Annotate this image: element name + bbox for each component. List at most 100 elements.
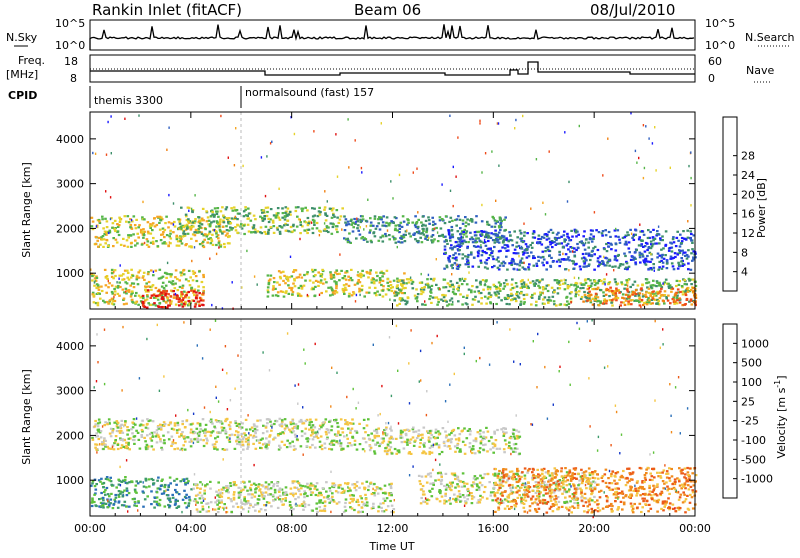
echo-cell	[263, 498, 266, 500]
echo-cell	[308, 504, 311, 506]
nsky-panel: N.Sky 10^5 10^0 10^5 10^0 N.Search	[6, 17, 795, 52]
echo-cell	[330, 222, 333, 224]
echo-cell	[323, 496, 326, 498]
freq-units-label: [MHz]	[6, 68, 38, 81]
echo-cell	[137, 304, 140, 306]
echo-cell	[300, 285, 303, 287]
echo-cell	[183, 490, 186, 492]
echo-cell	[357, 501, 360, 503]
echo-cell	[319, 441, 322, 443]
echo-cell	[130, 295, 133, 297]
echo-cell	[131, 432, 134, 434]
echo-cell	[311, 207, 314, 209]
echo-cell	[143, 486, 146, 488]
echo-cell	[307, 224, 310, 226]
echo-cell	[273, 225, 276, 227]
echo-cell	[511, 260, 514, 262]
colorbar-tick-label: 12	[741, 227, 755, 240]
echo-cell	[291, 287, 294, 289]
echo-cell	[306, 445, 309, 447]
echo-cell	[480, 436, 483, 438]
echo-cell	[652, 280, 655, 282]
echo-cell	[225, 234, 228, 236]
echo-cell	[690, 252, 693, 254]
echo-cell	[452, 301, 453, 303]
echo-cell	[349, 502, 352, 504]
echo-cell	[521, 257, 524, 259]
echo-cell	[201, 218, 204, 220]
echo-cell	[169, 302, 172, 304]
echo-cell	[328, 431, 331, 433]
echo-cell	[624, 236, 627, 238]
echo-cell	[614, 278, 617, 280]
echo-cell	[177, 424, 180, 426]
echo-cell	[642, 304, 645, 306]
echo-cell	[141, 301, 144, 303]
echo-cell	[410, 453, 413, 455]
echo-cell	[506, 244, 509, 246]
echo-cell	[347, 276, 350, 278]
echo-cell	[152, 274, 155, 276]
echo-cell	[287, 280, 290, 282]
echo-cell	[421, 273, 422, 275]
echo-cell	[348, 293, 351, 295]
echo-cell	[690, 239, 693, 241]
echo-cell	[312, 432, 315, 434]
echo-cell	[329, 490, 332, 492]
echo-cell	[257, 502, 260, 504]
echo-cell	[268, 436, 271, 438]
echo-cell	[429, 437, 432, 439]
echo-cell	[580, 240, 583, 242]
echo-cell	[454, 434, 457, 436]
echo-cell	[103, 491, 106, 493]
echo-cell	[676, 299, 679, 301]
echo-cell	[357, 220, 360, 222]
echo-cell	[388, 234, 391, 236]
echo-cell	[182, 306, 185, 308]
echo-cell	[537, 238, 540, 240]
echo-cell	[173, 480, 176, 482]
echo-cell	[458, 249, 461, 251]
echo-cell	[662, 294, 665, 296]
echo-cell	[376, 435, 379, 437]
echo-cell	[102, 300, 105, 302]
echo-cell	[340, 215, 343, 217]
echo-cell	[288, 293, 291, 295]
echo-cell	[664, 254, 667, 256]
echo-cell	[625, 294, 628, 296]
echo-cell	[182, 232, 185, 234]
echo-cell	[424, 225, 427, 227]
echo-cell	[128, 429, 131, 431]
echo-cell	[344, 229, 347, 231]
echo-cell	[337, 426, 340, 428]
echo-cell	[221, 206, 224, 208]
echo-cell	[182, 229, 183, 231]
echo-cell	[429, 447, 432, 449]
echo-cell	[546, 239, 549, 241]
echo-cell	[437, 231, 438, 233]
echo-cell	[108, 503, 111, 505]
echo-cell	[466, 218, 469, 220]
echo-cell	[93, 494, 96, 496]
echo-cell	[111, 269, 114, 271]
echo-cell	[350, 444, 353, 446]
echo-cell	[307, 486, 310, 488]
echo-cell	[351, 418, 354, 420]
echo-cell	[184, 449, 187, 451]
echo-cell	[496, 220, 499, 222]
echo-cell	[463, 240, 466, 242]
echo-cell	[141, 231, 144, 233]
echo-cell	[130, 276, 133, 278]
echo-cell	[455, 241, 458, 243]
echo-cell	[484, 296, 487, 298]
echo-cell	[155, 287, 158, 289]
echo-cell	[127, 272, 130, 274]
echo-cell	[125, 303, 128, 305]
echo-cell	[101, 290, 104, 292]
echo-cell	[340, 442, 343, 444]
echo-cell	[318, 492, 321, 494]
echo-cell	[265, 437, 268, 439]
echo-cell	[465, 236, 468, 238]
echo-cell	[560, 280, 563, 282]
echo-cell	[265, 427, 268, 429]
